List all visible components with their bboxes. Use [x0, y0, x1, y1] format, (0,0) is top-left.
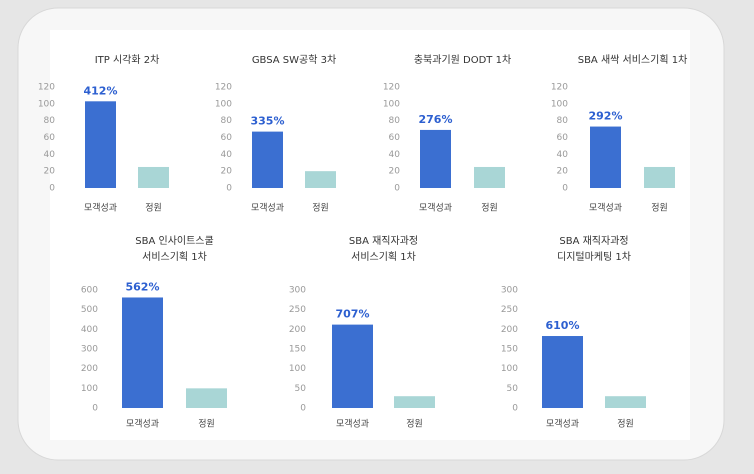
- bar: [542, 336, 583, 408]
- y-tick-label: 60: [44, 133, 56, 143]
- chart-title: SBA 새싹 서비스기획 1차: [578, 54, 688, 66]
- y-tick-label: 600: [81, 286, 98, 296]
- chart-title: 서비스기획 1차: [351, 251, 416, 263]
- bar: [186, 388, 227, 408]
- annotation: 562%: [126, 280, 160, 293]
- y-tick-label: 200: [81, 364, 98, 374]
- y-tick-label: 200: [289, 325, 306, 335]
- y-tick-label: 120: [215, 83, 232, 93]
- bar: [605, 396, 646, 408]
- y-tick-label: 20: [557, 167, 569, 177]
- y-tick-label: 40: [221, 150, 233, 160]
- bar: [644, 166, 675, 188]
- y-tick-label: 120: [383, 83, 400, 93]
- x-tick-label: 정원: [198, 419, 215, 430]
- y-tick-label: 40: [389, 150, 401, 160]
- y-tick-label: 20: [44, 167, 56, 177]
- x-tick-label: 정원: [312, 203, 329, 214]
- y-tick-label: 0: [92, 404, 98, 414]
- x-tick-label: 모객성과: [546, 419, 579, 430]
- chart-title: SBA 재직자과정: [349, 235, 418, 247]
- annotation: 412%: [84, 84, 118, 97]
- y-tick-label: 0: [49, 184, 55, 194]
- x-tick-label: 정원: [481, 203, 498, 214]
- y-tick-label: 50: [295, 384, 307, 394]
- y-tick-label: 0: [300, 404, 306, 414]
- y-tick-label: 300: [501, 286, 518, 296]
- y-tick-label: 100: [215, 99, 232, 109]
- y-tick-label: 500: [81, 305, 98, 315]
- y-tick-label: 80: [389, 116, 401, 126]
- y-tick-label: 120: [38, 83, 55, 93]
- y-tick-label: 250: [501, 305, 518, 315]
- annotation: 335%: [251, 115, 285, 128]
- y-tick-label: 250: [289, 305, 306, 315]
- annotation: 276%: [419, 113, 453, 126]
- chart-title: SBA 재직자과정: [559, 235, 628, 247]
- x-tick-label: 정원: [406, 419, 423, 430]
- y-tick-label: 100: [38, 99, 55, 109]
- bar: [420, 129, 451, 188]
- annotation: 610%: [546, 319, 580, 332]
- x-tick-label: 모객성과: [251, 203, 284, 214]
- y-tick-label: 80: [557, 116, 569, 126]
- x-tick-label: 정원: [651, 203, 668, 214]
- y-tick-label: 40: [44, 150, 56, 160]
- y-tick-label: 100: [383, 99, 400, 109]
- x-tick-label: 정원: [617, 419, 634, 430]
- y-tick-label: 150: [289, 345, 306, 355]
- bar: [122, 297, 163, 408]
- y-tick-label: 150: [501, 345, 518, 355]
- chart-title: ITP 시각화 2차: [95, 54, 160, 66]
- bar: [252, 131, 283, 188]
- x-tick-label: 정원: [145, 203, 162, 214]
- bar: [85, 101, 116, 188]
- bar: [138, 166, 169, 188]
- y-tick-label: 50: [507, 384, 519, 394]
- y-tick-label: 400: [81, 325, 98, 335]
- chart-title: SBA 인사이트스쿨: [135, 235, 213, 247]
- x-tick-label: 모객성과: [84, 203, 117, 214]
- bar: [332, 324, 373, 408]
- y-tick-label: 20: [221, 167, 233, 177]
- y-tick-label: 200: [501, 325, 518, 335]
- y-tick-label: 0: [394, 184, 400, 194]
- y-tick-label: 20: [389, 167, 401, 177]
- chart-title: 충북과기원 DODT 1차: [414, 54, 511, 66]
- x-tick-label: 모객성과: [419, 203, 452, 214]
- chart-title: 서비스기획 1차: [142, 251, 207, 263]
- y-tick-label: 100: [81, 384, 98, 394]
- y-tick-label: 60: [221, 133, 233, 143]
- x-tick-label: 모객성과: [589, 203, 622, 214]
- bar: [474, 166, 505, 188]
- chart-title: 디지털마케팅 1차: [557, 251, 631, 263]
- y-tick-label: 60: [389, 133, 401, 143]
- y-tick-label: 0: [512, 404, 518, 414]
- y-tick-label: 100: [289, 364, 306, 374]
- x-tick-label: 모객성과: [126, 419, 159, 430]
- y-tick-label: 80: [221, 116, 233, 126]
- y-tick-label: 300: [81, 345, 98, 355]
- bar: [590, 126, 621, 188]
- chart-title: GBSA SW공학 3차: [252, 54, 336, 66]
- y-tick-label: 100: [501, 364, 518, 374]
- y-tick-label: 0: [562, 184, 568, 194]
- y-tick-label: 40: [557, 150, 569, 160]
- bar: [305, 171, 336, 188]
- y-tick-label: 60: [557, 133, 569, 143]
- x-tick-label: 모객성과: [336, 419, 369, 430]
- y-tick-label: 300: [289, 286, 306, 296]
- annotation: 292%: [589, 110, 623, 123]
- y-tick-label: 80: [44, 116, 56, 126]
- y-tick-label: 100: [551, 99, 568, 109]
- bar: [394, 396, 435, 408]
- y-tick-label: 120: [551, 83, 568, 93]
- annotation: 707%: [336, 308, 370, 321]
- y-tick-label: 0: [226, 184, 232, 194]
